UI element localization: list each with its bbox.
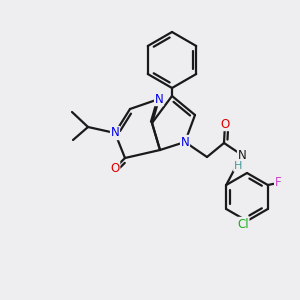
Text: N: N bbox=[181, 136, 189, 148]
Text: O: O bbox=[220, 118, 230, 130]
Text: H: H bbox=[234, 161, 242, 171]
Text: Cl: Cl bbox=[237, 218, 249, 230]
Text: N: N bbox=[154, 92, 164, 106]
Text: F: F bbox=[275, 176, 281, 190]
Text: N: N bbox=[111, 127, 119, 140]
Text: N: N bbox=[238, 148, 246, 161]
Text: O: O bbox=[110, 161, 120, 175]
